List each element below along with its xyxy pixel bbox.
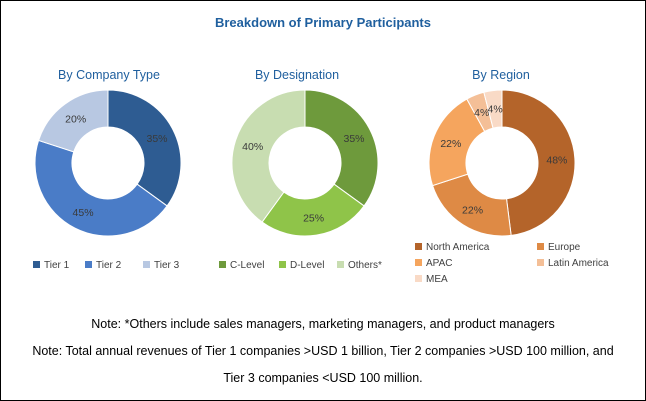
slice-apac: [428, 98, 486, 187]
legend-swatch-north-america: [415, 243, 422, 250]
note-revenues-continued: Tier 3 companies <USD 100 million.: [223, 371, 423, 385]
legend-swatch-others: [337, 261, 344, 268]
legend-label-apac: APAC: [426, 258, 453, 269]
slice-label-tier-3: 20%: [65, 114, 86, 126]
slice-label-others: 40%: [242, 141, 263, 153]
slice-label-mea: 4%: [488, 103, 503, 115]
slice-label-tier-2: 45%: [73, 207, 94, 219]
donut-charts: 35% 45% 20% Tier 1 Tier 2 Tier 3 35% 25% 40% C-Le…: [33, 89, 609, 285]
legend-swatch-europe: [537, 243, 544, 250]
slice-europe: [431, 173, 512, 237]
legend-label-north-america: North America: [426, 242, 490, 253]
chart-title-region: By Region: [472, 68, 530, 82]
page-title: Breakdown of Primary Participants: [214, 15, 431, 30]
legend-label-d-level: D-Level: [290, 260, 324, 271]
slice-label-tier-1: 35%: [146, 133, 167, 145]
note-others: Note: *Others include sales managers, ma…: [91, 317, 555, 331]
legend-swatch-latin-america: [537, 259, 544, 266]
slice-mea: [483, 89, 503, 129]
slice-label-north-america: 48%: [546, 155, 567, 167]
legend-label-mea: MEA: [426, 274, 448, 285]
chart-title-company-type: By Company Type: [58, 68, 160, 82]
slice-label-d-level: 25%: [303, 212, 324, 224]
slice-tier-1: [107, 89, 182, 207]
slice-d-level: [261, 183, 365, 237]
slice-label-europe: 22%: [462, 204, 483, 216]
legend-swatch-c-level: [219, 261, 226, 268]
slice-label-apac: 22%: [440, 138, 461, 150]
legend-swatch-d-level: [279, 261, 286, 268]
legend-swatch-tier-1: [33, 261, 40, 268]
slice-tier-2: [34, 139, 168, 237]
legend-label-others: Others*: [348, 260, 382, 271]
slice-north-america: [501, 89, 576, 236]
slice-label-c-level: 35%: [343, 133, 364, 145]
legend-swatch-apac: [415, 259, 422, 266]
legend-label-tier-3: Tier 3: [154, 260, 180, 271]
slice-tier-3: [37, 89, 109, 153]
legend-swatch-mea: [415, 275, 422, 282]
legend-label-latin-america: Latin America: [548, 258, 609, 269]
chart-title-designation: By Designation: [254, 68, 340, 82]
legend-swatch-tier-3: [143, 261, 150, 268]
slice-label-latin-america: 4%: [474, 107, 489, 119]
note-revenues: Note: Total annual revenues of Tier 1 co…: [32, 344, 614, 358]
legend-label-tier-2: Tier 2: [96, 260, 122, 271]
slice-c-level: [304, 89, 379, 207]
legend-label-c-level: C-Level: [230, 260, 264, 271]
legend-label-tier-1: Tier 1: [44, 260, 70, 271]
legend-label-europe: Europe: [548, 242, 581, 253]
slice-others: [231, 89, 306, 223]
legend-swatch-tier-2: [85, 261, 92, 268]
